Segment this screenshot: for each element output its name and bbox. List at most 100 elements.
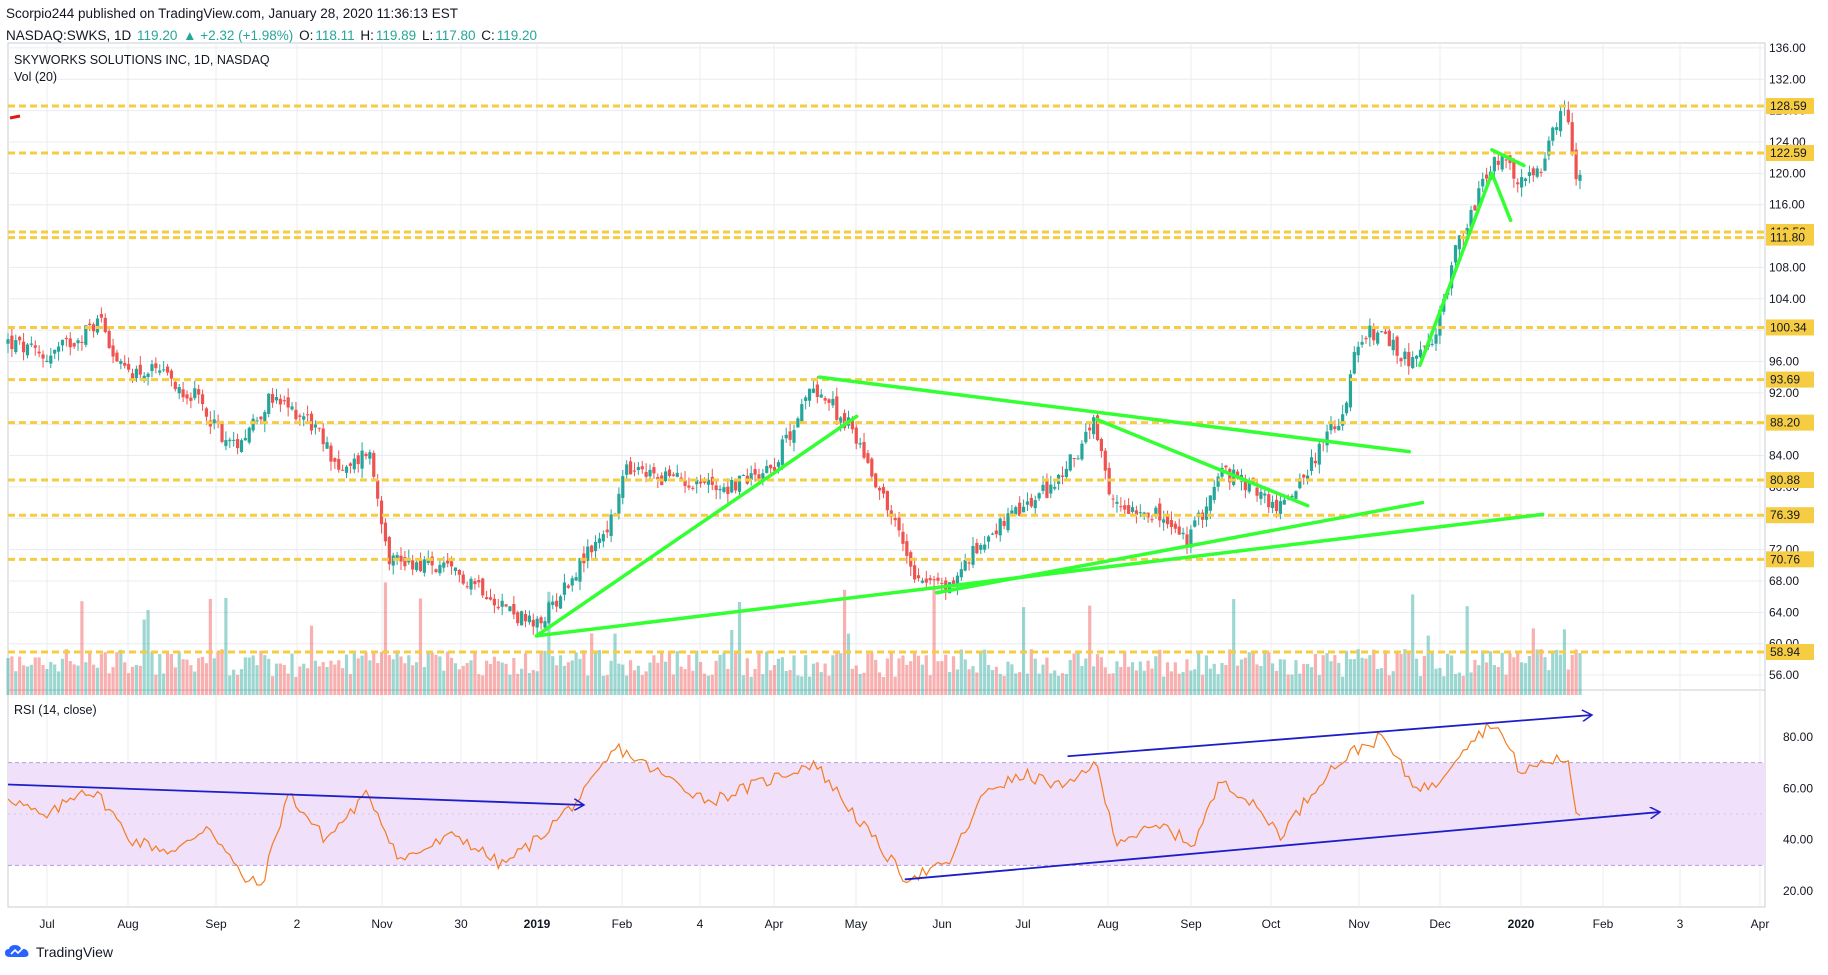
volume-bar <box>119 649 123 696</box>
volume-bar <box>823 663 827 696</box>
volume-bar <box>990 670 995 696</box>
volume-bar <box>605 675 609 696</box>
close-value: 119.20 <box>496 28 538 43</box>
volume-bar <box>1372 649 1376 696</box>
volume-bar <box>10 656 14 696</box>
volume-bar <box>247 657 251 696</box>
volume-bar <box>593 652 598 696</box>
volume-bar <box>457 669 461 696</box>
candle-body <box>718 488 722 491</box>
candle-body <box>325 442 329 449</box>
volume-bar <box>150 651 154 696</box>
volume-bar <box>446 651 450 696</box>
open-label: O: <box>299 28 314 43</box>
candle-body <box>1500 156 1504 170</box>
volume-bar <box>753 668 757 696</box>
volume-bar <box>776 658 781 696</box>
volume-bar <box>18 656 22 696</box>
candle-body <box>1364 337 1368 340</box>
volume-bar <box>1403 649 1407 696</box>
volume-bar <box>481 675 485 696</box>
volume-bar <box>356 658 360 696</box>
candle-body <box>878 487 882 491</box>
volume-bar <box>1411 594 1415 696</box>
candle-body <box>784 434 788 439</box>
volume-bar <box>1531 628 1535 696</box>
volume-bar <box>1080 666 1084 696</box>
time-tick-label: Oct <box>1262 917 1281 931</box>
rsi-tick-label: 20.00 <box>1783 884 1813 898</box>
candle-body <box>804 397 808 401</box>
candle-body <box>842 412 847 429</box>
candle-body <box>333 458 337 462</box>
candle-body <box>1558 111 1563 132</box>
open-value: 118.11 <box>315 28 355 43</box>
candle-body <box>1523 178 1528 182</box>
candle-body <box>811 388 816 393</box>
candle-body <box>68 338 72 348</box>
candle-body <box>1216 476 1220 487</box>
volume-bar <box>500 662 504 696</box>
volume-bar <box>772 665 777 696</box>
volume-bar <box>123 662 127 696</box>
time-tick-label: 3 <box>1677 917 1684 931</box>
volume-bar <box>387 655 391 696</box>
volume-bar <box>586 675 590 696</box>
volume-bar <box>1267 652 1271 696</box>
candle-body <box>1224 465 1228 468</box>
volume-bar <box>341 668 345 696</box>
volume-bar <box>1134 670 1139 696</box>
time-tick-label: Feb <box>612 917 633 931</box>
volume-bar <box>1321 655 1325 696</box>
volume-bar <box>95 667 100 696</box>
volume-bar <box>1037 673 1041 696</box>
candle-body <box>737 475 742 492</box>
volume-bar <box>730 630 734 696</box>
price-tick-label: 116.00 <box>1769 198 1805 212</box>
volume-bar <box>309 625 314 696</box>
candle-body <box>1395 336 1399 356</box>
volume-bar <box>737 601 742 696</box>
candle-body <box>321 428 325 445</box>
time-tick-label: 2020 <box>1508 917 1535 931</box>
candle-body <box>586 546 590 561</box>
volume-bar <box>1103 667 1107 696</box>
candle-body <box>1348 374 1353 408</box>
volume-bar <box>1169 671 1174 696</box>
volume-bar <box>1033 658 1037 696</box>
volume-bar <box>531 670 535 696</box>
volume-bar <box>189 665 193 696</box>
level-tag-text: 58.94 <box>1770 645 1800 659</box>
volume-bar <box>1290 674 1294 696</box>
candle-body <box>430 556 434 566</box>
candle-body <box>492 598 496 606</box>
candle-body <box>1352 352 1356 374</box>
volume-bar <box>33 657 37 696</box>
volume-bar <box>1235 665 1240 696</box>
time-tick-label: Apr <box>1751 917 1770 931</box>
price-tick-label: 120.00 <box>1769 166 1806 180</box>
volume-bar <box>224 597 228 696</box>
candle-body <box>905 541 909 556</box>
candle-body <box>14 340 18 353</box>
volume-bar <box>232 669 236 696</box>
candle-body <box>1434 334 1438 344</box>
candle-body <box>150 364 154 372</box>
volume-bar <box>975 672 979 696</box>
candle-body <box>1162 519 1166 523</box>
brand-name[interactable]: TradingView <box>36 944 114 960</box>
candle-body <box>1263 493 1267 496</box>
volume-bar <box>796 675 800 696</box>
volume-bar <box>298 666 302 696</box>
volume-bar <box>243 657 247 696</box>
volume-bar <box>878 672 882 696</box>
volume-bar <box>726 668 730 696</box>
candle-body <box>640 466 644 470</box>
volume-bar <box>1356 649 1360 696</box>
time-tick-label: Jul <box>39 917 54 931</box>
candle-body <box>1306 475 1310 481</box>
candle-body <box>1267 494 1271 508</box>
symbol[interactable]: NASDAQ:SWKS, 1D <box>6 28 132 43</box>
volume-bar <box>1068 659 1072 696</box>
